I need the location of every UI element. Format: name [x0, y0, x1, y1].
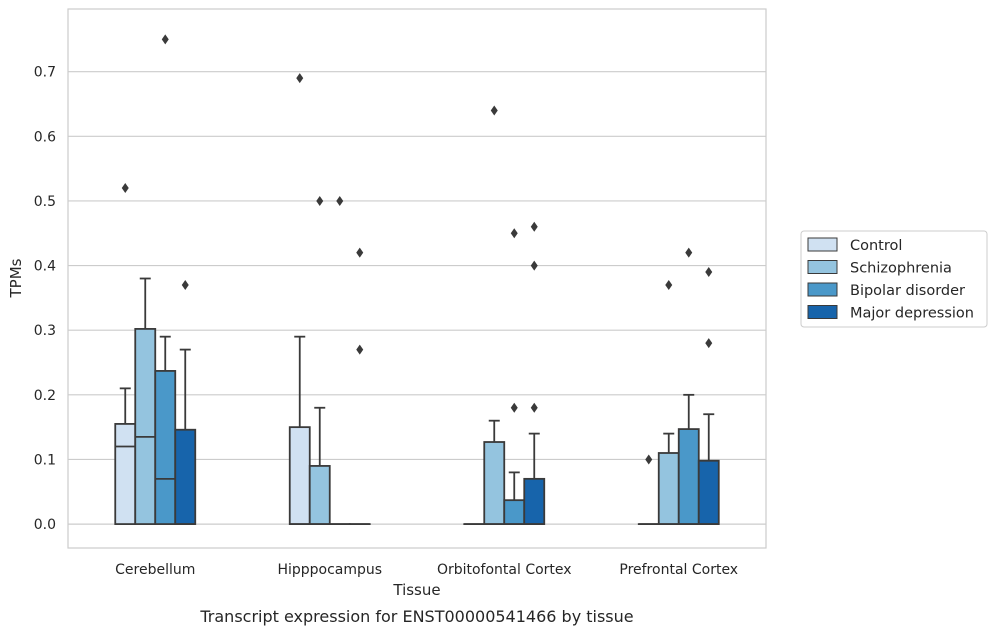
y-tick-label: 0.3 — [34, 323, 56, 339]
outlier-point — [296, 73, 304, 84]
outlier-point — [161, 34, 169, 45]
box-body — [114, 423, 137, 525]
box-body — [503, 499, 526, 525]
box-body — [677, 428, 700, 525]
y-tick-label: 0.5 — [34, 194, 56, 210]
box-hipppocampus-major-depression — [348, 247, 371, 525]
outlier-point — [316, 195, 324, 206]
y-tick-label: 0.4 — [34, 259, 56, 275]
outlier-point — [181, 279, 189, 290]
legend-swatch — [807, 260, 838, 274]
outlier-point — [665, 279, 673, 290]
outlier-point — [510, 228, 518, 239]
outlier-point — [336, 195, 344, 206]
box-cerebellum-major-depression — [174, 279, 197, 525]
box-body — [154, 370, 177, 525]
box-body — [523, 477, 546, 525]
outlier-point — [356, 247, 364, 258]
legend-label: Control — [850, 238, 902, 254]
legend: Control Schizophrenia Bipolar disorder Majo… — [800, 230, 988, 328]
outlier-point — [121, 183, 129, 194]
box-orbitofontal-cortex-bipolar-disorder — [503, 228, 526, 525]
legend-label: Schizophrenia — [850, 261, 952, 277]
y-tick-labels: 0.0 0.1 0.2 0.3 0.4 0.5 0.6 0.7 — [34, 65, 56, 533]
legend-label: Major depression — [850, 306, 974, 322]
chart-caption: Transcript expression for ENST0000054146… — [199, 607, 633, 626]
box-body — [308, 465, 331, 525]
box-body — [288, 426, 311, 525]
y-axis-label: TPMs — [7, 258, 25, 298]
x-tick-label: Hipppocampus — [277, 562, 382, 578]
legend-swatch — [807, 282, 838, 297]
x-tick-label: Prefrontal Cortex — [619, 562, 738, 578]
legend-swatch — [807, 305, 838, 319]
y-tick-label: 0.2 — [34, 388, 56, 404]
box-body — [697, 459, 720, 525]
outlier-point — [530, 221, 538, 232]
outlier-point — [530, 260, 538, 271]
x-tick-label: Cerebellum — [115, 562, 195, 578]
box-cerebellum-control — [114, 183, 137, 525]
legend-label: Bipolar disorder — [850, 283, 965, 299]
outlier-point — [490, 105, 498, 116]
x-tick-label: Orbitofontal Cortex — [437, 562, 572, 578]
x-axis-label: Tissue — [392, 581, 440, 599]
outlier-point — [705, 338, 713, 349]
box-body — [134, 328, 157, 525]
outlier-point — [685, 247, 693, 258]
box-body — [174, 428, 197, 525]
x-tick-labels: Cerebellum Hipppocampus Orbitofontal Corte… — [115, 562, 738, 578]
outlier-point — [356, 344, 364, 355]
legend-swatch — [807, 237, 838, 252]
box-orbitofontal-cortex-major-depression — [523, 221, 546, 525]
outlier-point — [645, 454, 653, 465]
box-prefrontal-cortex-control — [637, 454, 660, 525]
outlier-point — [705, 267, 713, 278]
boxes-layer — [114, 34, 720, 525]
y-tick-label: 0.1 — [34, 452, 56, 468]
box-body — [657, 452, 680, 525]
outlier-point — [530, 402, 538, 413]
outlier-point — [510, 402, 518, 413]
y-tick-label: 0.0 — [34, 517, 56, 533]
box-body — [483, 441, 506, 525]
legend-frame — [800, 230, 988, 328]
box-hipppocampus-control — [288, 73, 311, 525]
box-orbitofontal-cortex-schizophrenia — [483, 105, 506, 525]
box-prefrontal-cortex-major-depression — [697, 267, 720, 525]
y-tick-label: 0.6 — [34, 129, 56, 145]
y-tick-label: 0.7 — [34, 65, 56, 81]
plot-frame — [67, 8, 767, 549]
box-hipppocampus-schizophrenia — [308, 195, 331, 525]
